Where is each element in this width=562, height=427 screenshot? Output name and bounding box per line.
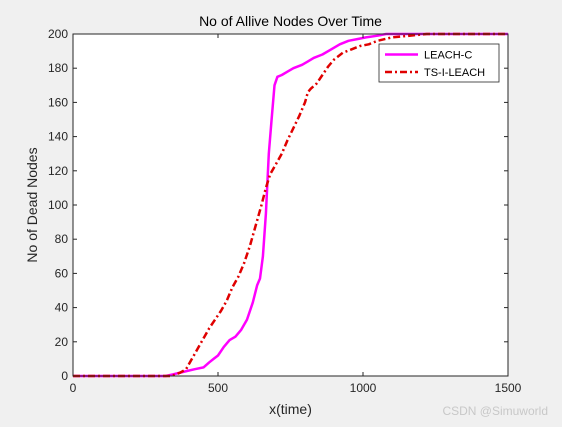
x-tick-label: 1000 (350, 381, 377, 395)
legend-box (378, 43, 500, 83)
x-tick-label: 0 (70, 381, 77, 395)
legend-label-leach-c: LEACH-C (424, 50, 472, 62)
y-tick-label: 140 (48, 130, 68, 144)
chart-title: No of Allive Nodes Over Time (199, 13, 382, 29)
y-tick-label: 160 (48, 95, 68, 109)
y-tick-label: 0 (61, 369, 68, 383)
y-tick-label: 80 (55, 232, 69, 246)
legend: LEACH-C TS-I-LEACH (378, 43, 500, 83)
y-tick-label: 120 (48, 164, 68, 178)
x-tick-label: 1500 (495, 381, 522, 395)
plot-area (73, 34, 508, 376)
series-line-ts-i-leach (73, 32, 508, 378)
y-axis-label: No of Dead Nodes (24, 147, 40, 262)
y-tick-label: 200 (48, 27, 68, 41)
y-tick-label: 60 (55, 266, 69, 280)
series-layer (73, 32, 508, 378)
y-tick-label: 180 (48, 61, 68, 75)
y-tick-label: 40 (55, 301, 69, 315)
y-tick-label: 100 (48, 198, 68, 212)
x-tick-label: 500 (208, 381, 228, 395)
x-axis-label: x(time) (269, 401, 312, 417)
y-tick-label: 20 (55, 335, 69, 349)
ticks-layer: 0 500 1000 1500 0 20 40 60 80 100 120 140 160 180 200 (48, 27, 522, 395)
watermark: CSDN @Simuworld (442, 404, 548, 418)
legend-label-ts-i-leach: TS-I-LEACH (424, 67, 485, 79)
series-line-leach-c (73, 32, 508, 378)
